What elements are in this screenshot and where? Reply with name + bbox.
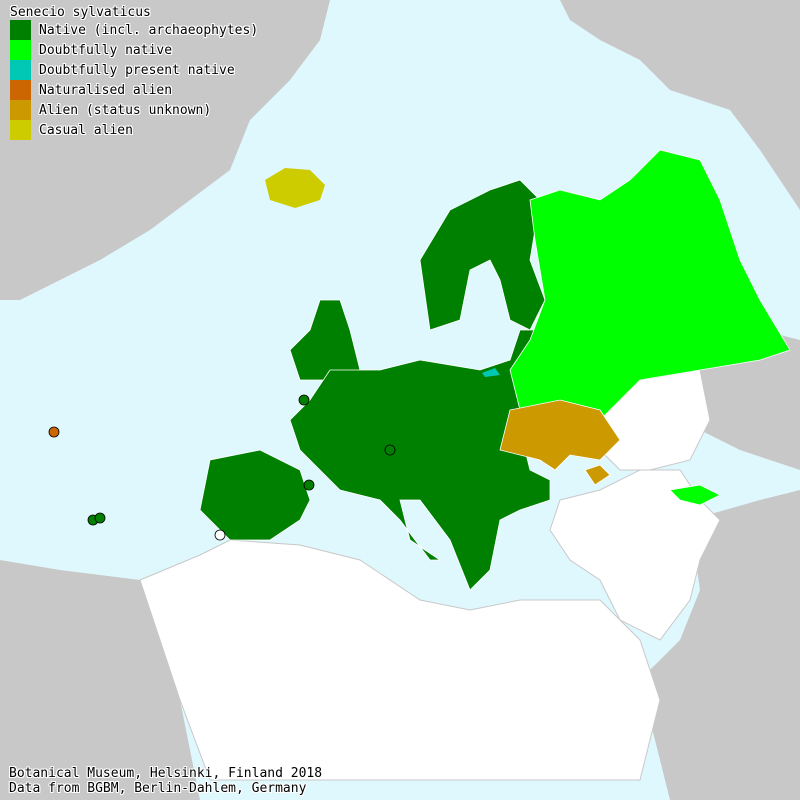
legend-item: Doubtfully present native xyxy=(10,60,258,80)
alien-status-unknown-region xyxy=(499,399,621,486)
native-dot xyxy=(303,479,315,491)
legend-swatch xyxy=(10,80,31,100)
legend-label: Native (incl. archaeophytes) xyxy=(39,22,259,38)
legend-label: Alien (status unknown) xyxy=(39,102,212,118)
native-dot xyxy=(298,394,310,406)
legend-label: Naturalised alien xyxy=(39,82,173,98)
legend-item: Doubtfully native xyxy=(10,40,258,60)
legend: Senecio sylvaticus Native (incl. archaeo… xyxy=(10,5,258,140)
legend-swatch xyxy=(10,100,31,120)
legend-item: Native (incl. archaeophytes) xyxy=(10,20,258,40)
footer-credit: Botanical Museum, Helsinki, Finland 2018… xyxy=(9,766,322,796)
legend-swatch xyxy=(10,20,31,40)
legend-swatch xyxy=(10,40,31,60)
native-dot xyxy=(94,512,106,524)
doubtfully-native-region xyxy=(509,149,791,506)
occurrence-dots xyxy=(48,394,396,541)
no-record-dot xyxy=(214,529,226,541)
legend-swatch xyxy=(10,60,31,80)
species-title: Senecio sylvaticus xyxy=(10,5,151,20)
naturalised-alien-dot xyxy=(48,426,60,438)
legend-label: Casual alien xyxy=(39,122,133,138)
legend-item: Alien (status unknown) xyxy=(10,100,258,120)
no-record-land xyxy=(139,369,721,781)
casual-alien-iceland xyxy=(265,168,325,208)
legend-label: Doubtfully present native xyxy=(39,62,235,78)
footer-line-1: Botanical Museum, Helsinki, Finland 2018 xyxy=(9,766,323,781)
legend-item: Naturalised alien xyxy=(10,80,258,100)
doubtfully-present-native-region xyxy=(482,368,500,377)
legend-label: Doubtfully native xyxy=(39,42,173,58)
legend-swatch xyxy=(10,120,31,140)
native-dot xyxy=(384,444,396,456)
legend-item: Casual alien xyxy=(10,120,258,140)
native-region xyxy=(199,179,551,591)
footer-line-2: Data from BGBM, Berlin-Dahlem, Germany xyxy=(9,781,307,796)
